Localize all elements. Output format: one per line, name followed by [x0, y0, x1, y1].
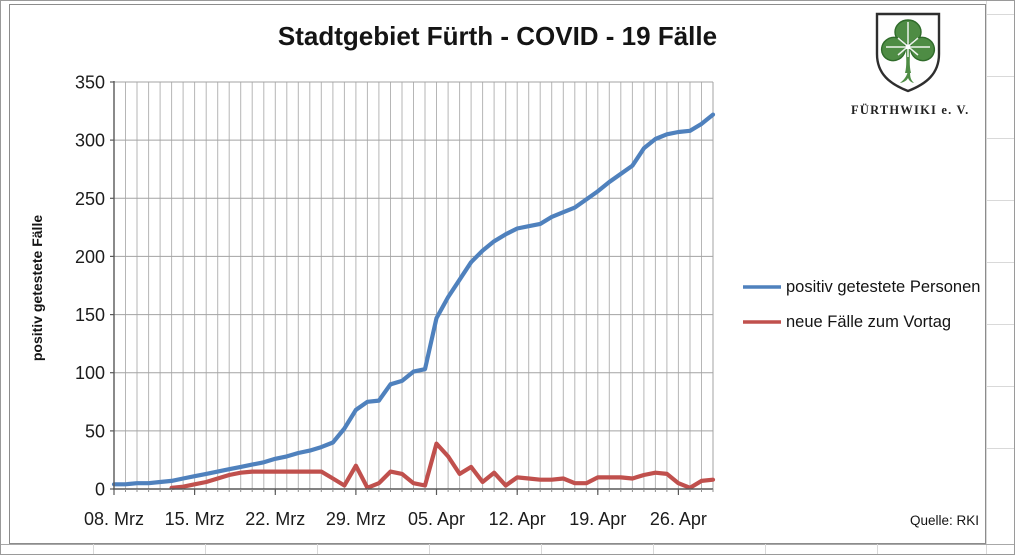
cell-gridline [205, 544, 206, 554]
cell-gridline [877, 544, 878, 554]
fuerth-coat-of-arms-icon [875, 12, 941, 93]
blue-line-swatch [743, 285, 781, 289]
legend-label-new: neue Fälle zum Vortag [786, 312, 952, 331]
y-axis-title: positiv getestete Fälle [29, 214, 45, 362]
cell-gridline [986, 448, 1014, 449]
cell-gridline [986, 262, 1014, 263]
cell-gridline [1, 544, 1014, 545]
cell-gridline [986, 324, 1014, 325]
chart-title: Stadtgebiet Fürth - COVID - 19 Fälle [277, 21, 718, 51]
chart-legend: positiv getestete Personen neue Fälle zu… [741, 277, 980, 347]
legend-item-positive-cases: positiv getestete Personen [741, 277, 980, 297]
cell-gridline [429, 544, 430, 554]
cell-gridline [986, 138, 1014, 139]
red-line-swatch [743, 320, 781, 324]
cell-gridline [986, 14, 1014, 15]
cell-gridline [93, 544, 94, 554]
cell-gridline [986, 76, 1014, 77]
cell-gridline [541, 544, 542, 554]
logo-text: FÜRTHWIKI e. V. [851, 103, 970, 117]
cell-gridline [653, 544, 654, 554]
cell-gridline [317, 544, 318, 554]
legend-label-positive: positiv getestete Personen [786, 277, 981, 296]
cell-gridline [986, 200, 1014, 201]
covid-chart[interactable]: Stadtgebiet Fürth - COVID - 19 Fälle [9, 4, 986, 544]
cell-gridline [986, 386, 1014, 387]
cell-gridline [765, 544, 766, 554]
fuerthwiki-logo: FÜRTHWIKI e. V. [851, 11, 970, 118]
cell-gridline [986, 1, 987, 554]
legend-item-new-cases: neue Fälle zum Vortag [741, 312, 980, 332]
source-note: Quelle: RKI [909, 513, 979, 528]
